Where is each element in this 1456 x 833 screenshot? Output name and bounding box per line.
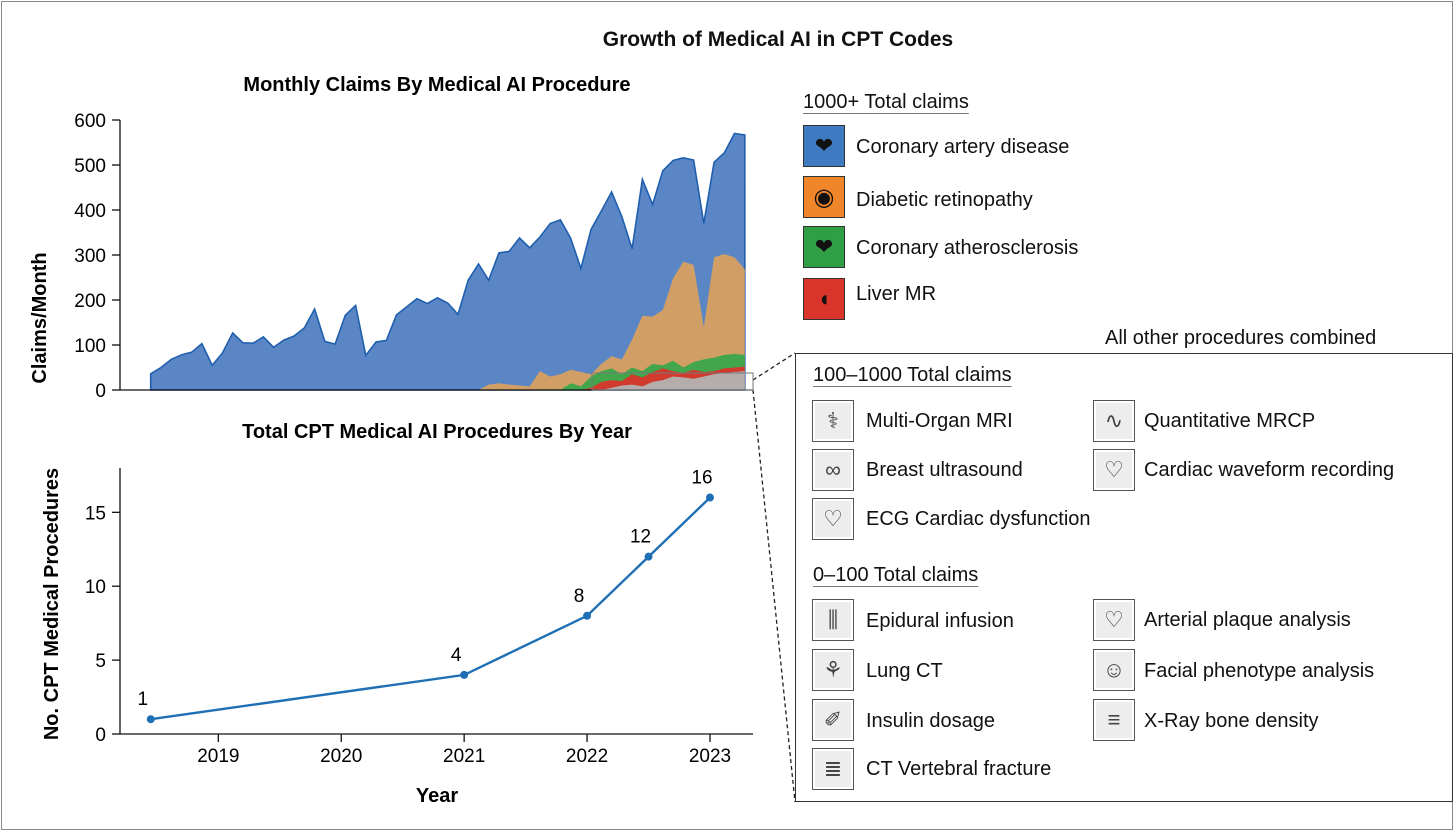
vertebra-icon: ≣ bbox=[812, 748, 854, 790]
face-icon: ☺ bbox=[1093, 649, 1135, 691]
data-label: 1 bbox=[137, 689, 148, 710]
area-series-all-other-procedures-combined bbox=[161, 371, 745, 390]
heart-icon: ♡ bbox=[1093, 599, 1135, 641]
top-y-tick-label: 300 bbox=[74, 246, 106, 267]
data-label: 16 bbox=[691, 468, 712, 489]
heart-icon: ♡ bbox=[812, 498, 854, 540]
legend-label-quantitative-mrcp: Quantitative MRCP bbox=[1144, 410, 1316, 432]
top-y-tick-label: 600 bbox=[74, 111, 106, 132]
legend-label-diabetic-retinopathy: Diabetic retinopathy bbox=[856, 189, 1033, 211]
bottom-y-tick-label: 15 bbox=[85, 503, 106, 524]
legend-label-cardiac-waveform-recording: Cardiac waveform recording bbox=[1144, 459, 1395, 481]
bottom-y-tick-label: 5 bbox=[95, 651, 106, 672]
legend-label-coronary-artery-disease: Coronary artery disease bbox=[856, 136, 1070, 158]
legend-group1-title: 1000+ Total claims bbox=[803, 91, 969, 113]
legend-label-coronary-atherosclerosis: Coronary atherosclerosis bbox=[856, 237, 1079, 259]
data-point bbox=[146, 715, 155, 724]
legend-label-facial-phenotype-analysis: Facial phenotype analysis bbox=[1144, 660, 1375, 682]
legend-group2-title: 100–1000 Total claims bbox=[813, 364, 1012, 386]
legend-swatch-coronary-atherosclerosis: ❤ bbox=[803, 226, 845, 268]
bone-icon: ≡ bbox=[1093, 699, 1135, 741]
data-label: 8 bbox=[574, 586, 585, 607]
legend-label-ct-vertebral-fracture: CT Vertebral fracture bbox=[866, 758, 1052, 780]
top-y-tick-label: 200 bbox=[74, 291, 106, 312]
bottom-chart-title: Total CPT Medical AI Procedures By Year bbox=[242, 421, 632, 443]
other-procedures-box bbox=[795, 353, 1453, 802]
bottom-x-tick-label: 2022 bbox=[566, 746, 608, 767]
data-point bbox=[644, 552, 653, 561]
area-series-coronary-atherosclerosis bbox=[161, 354, 745, 390]
legend-swatch-coronary-artery-disease: ❤ bbox=[803, 125, 845, 167]
heart-icon: ♡ bbox=[1093, 449, 1135, 491]
liver-icon: ◖ bbox=[817, 286, 831, 311]
syringe-icon: ✐ bbox=[812, 699, 854, 741]
top-y-tick-label: 0 bbox=[95, 381, 106, 402]
ribbon-icon: ∞ bbox=[812, 449, 854, 491]
bottom-chart-xlabel: Year bbox=[416, 785, 458, 807]
bottom-chart-ylabel: No. CPT Medical Procedures bbox=[41, 468, 63, 740]
area-series-coronary-artery-disease bbox=[149, 132, 746, 391]
data-label: 12 bbox=[630, 527, 651, 548]
legend-label-epidural-infusion: Epidural infusion bbox=[866, 610, 1014, 632]
data-point bbox=[460, 670, 469, 679]
area-series-liver-mr bbox=[161, 366, 745, 390]
legend-group3-title: 0–100 Total claims bbox=[813, 564, 979, 586]
top-y-tick-label: 500 bbox=[74, 156, 106, 177]
legend-label-liver-mr: Liver MR bbox=[856, 283, 937, 305]
data-point bbox=[583, 611, 592, 620]
eye-icon: ◉ bbox=[813, 183, 835, 211]
data-point bbox=[705, 493, 714, 502]
legend-label-multi-organ-mri: Multi-Organ MRI bbox=[866, 410, 1013, 432]
top-y-tick-label: 400 bbox=[74, 201, 106, 222]
top-y-tick-label: 100 bbox=[74, 336, 106, 357]
legend-label-insulin-dosage: Insulin dosage bbox=[866, 710, 995, 732]
heart-icon: ❤ bbox=[814, 234, 834, 259]
lungs-icon: ⚘ bbox=[812, 649, 854, 691]
data-label: 4 bbox=[451, 645, 462, 666]
other-procedures-title: All other procedures combined bbox=[1105, 327, 1377, 349]
legend-label-ecg-cardiac-dysfunction: ECG Cardiac dysfunction bbox=[866, 508, 1091, 530]
heart-icon: ❤ bbox=[814, 133, 834, 158]
legend-label-x-ray-bone-density: X-Ray bone density bbox=[1144, 710, 1319, 732]
bottom-x-tick-label: 2023 bbox=[689, 746, 731, 767]
procedures-by-year-chart: Total CPT Medical AI Procedures By Year … bbox=[41, 421, 753, 807]
bottom-y-tick-label: 0 bbox=[95, 725, 106, 746]
spine-icon: ⫼ bbox=[812, 599, 854, 641]
bottom-y-tick-label: 10 bbox=[85, 577, 106, 598]
top-chart-ylabel: Claims/Month bbox=[29, 252, 51, 383]
bottom-x-tick-label: 2020 bbox=[320, 746, 362, 767]
legend-label-arterial-plaque-analysis: Arterial plaque analysis bbox=[1144, 609, 1351, 631]
legend-swatch-liver-mr: ◖ bbox=[803, 278, 845, 320]
bottom-x-tick-label: 2021 bbox=[443, 746, 485, 767]
bottom-x-tick-label: 2019 bbox=[197, 746, 239, 767]
legend-label-lung-ct: Lung CT bbox=[866, 660, 943, 682]
caduceus-icon: ⚕ bbox=[812, 400, 854, 442]
top-chart-title: Monthly Claims By Medical AI Procedure bbox=[243, 74, 630, 96]
legend-label-breast-ultrasound: Breast ultrasound bbox=[866, 459, 1023, 481]
pancreas-icon: ∿ bbox=[1093, 400, 1135, 442]
figure-title: Growth of Medical AI in CPT Codes bbox=[602, 28, 954, 51]
legend-swatch-diabetic-retinopathy: ◉ bbox=[803, 176, 845, 218]
